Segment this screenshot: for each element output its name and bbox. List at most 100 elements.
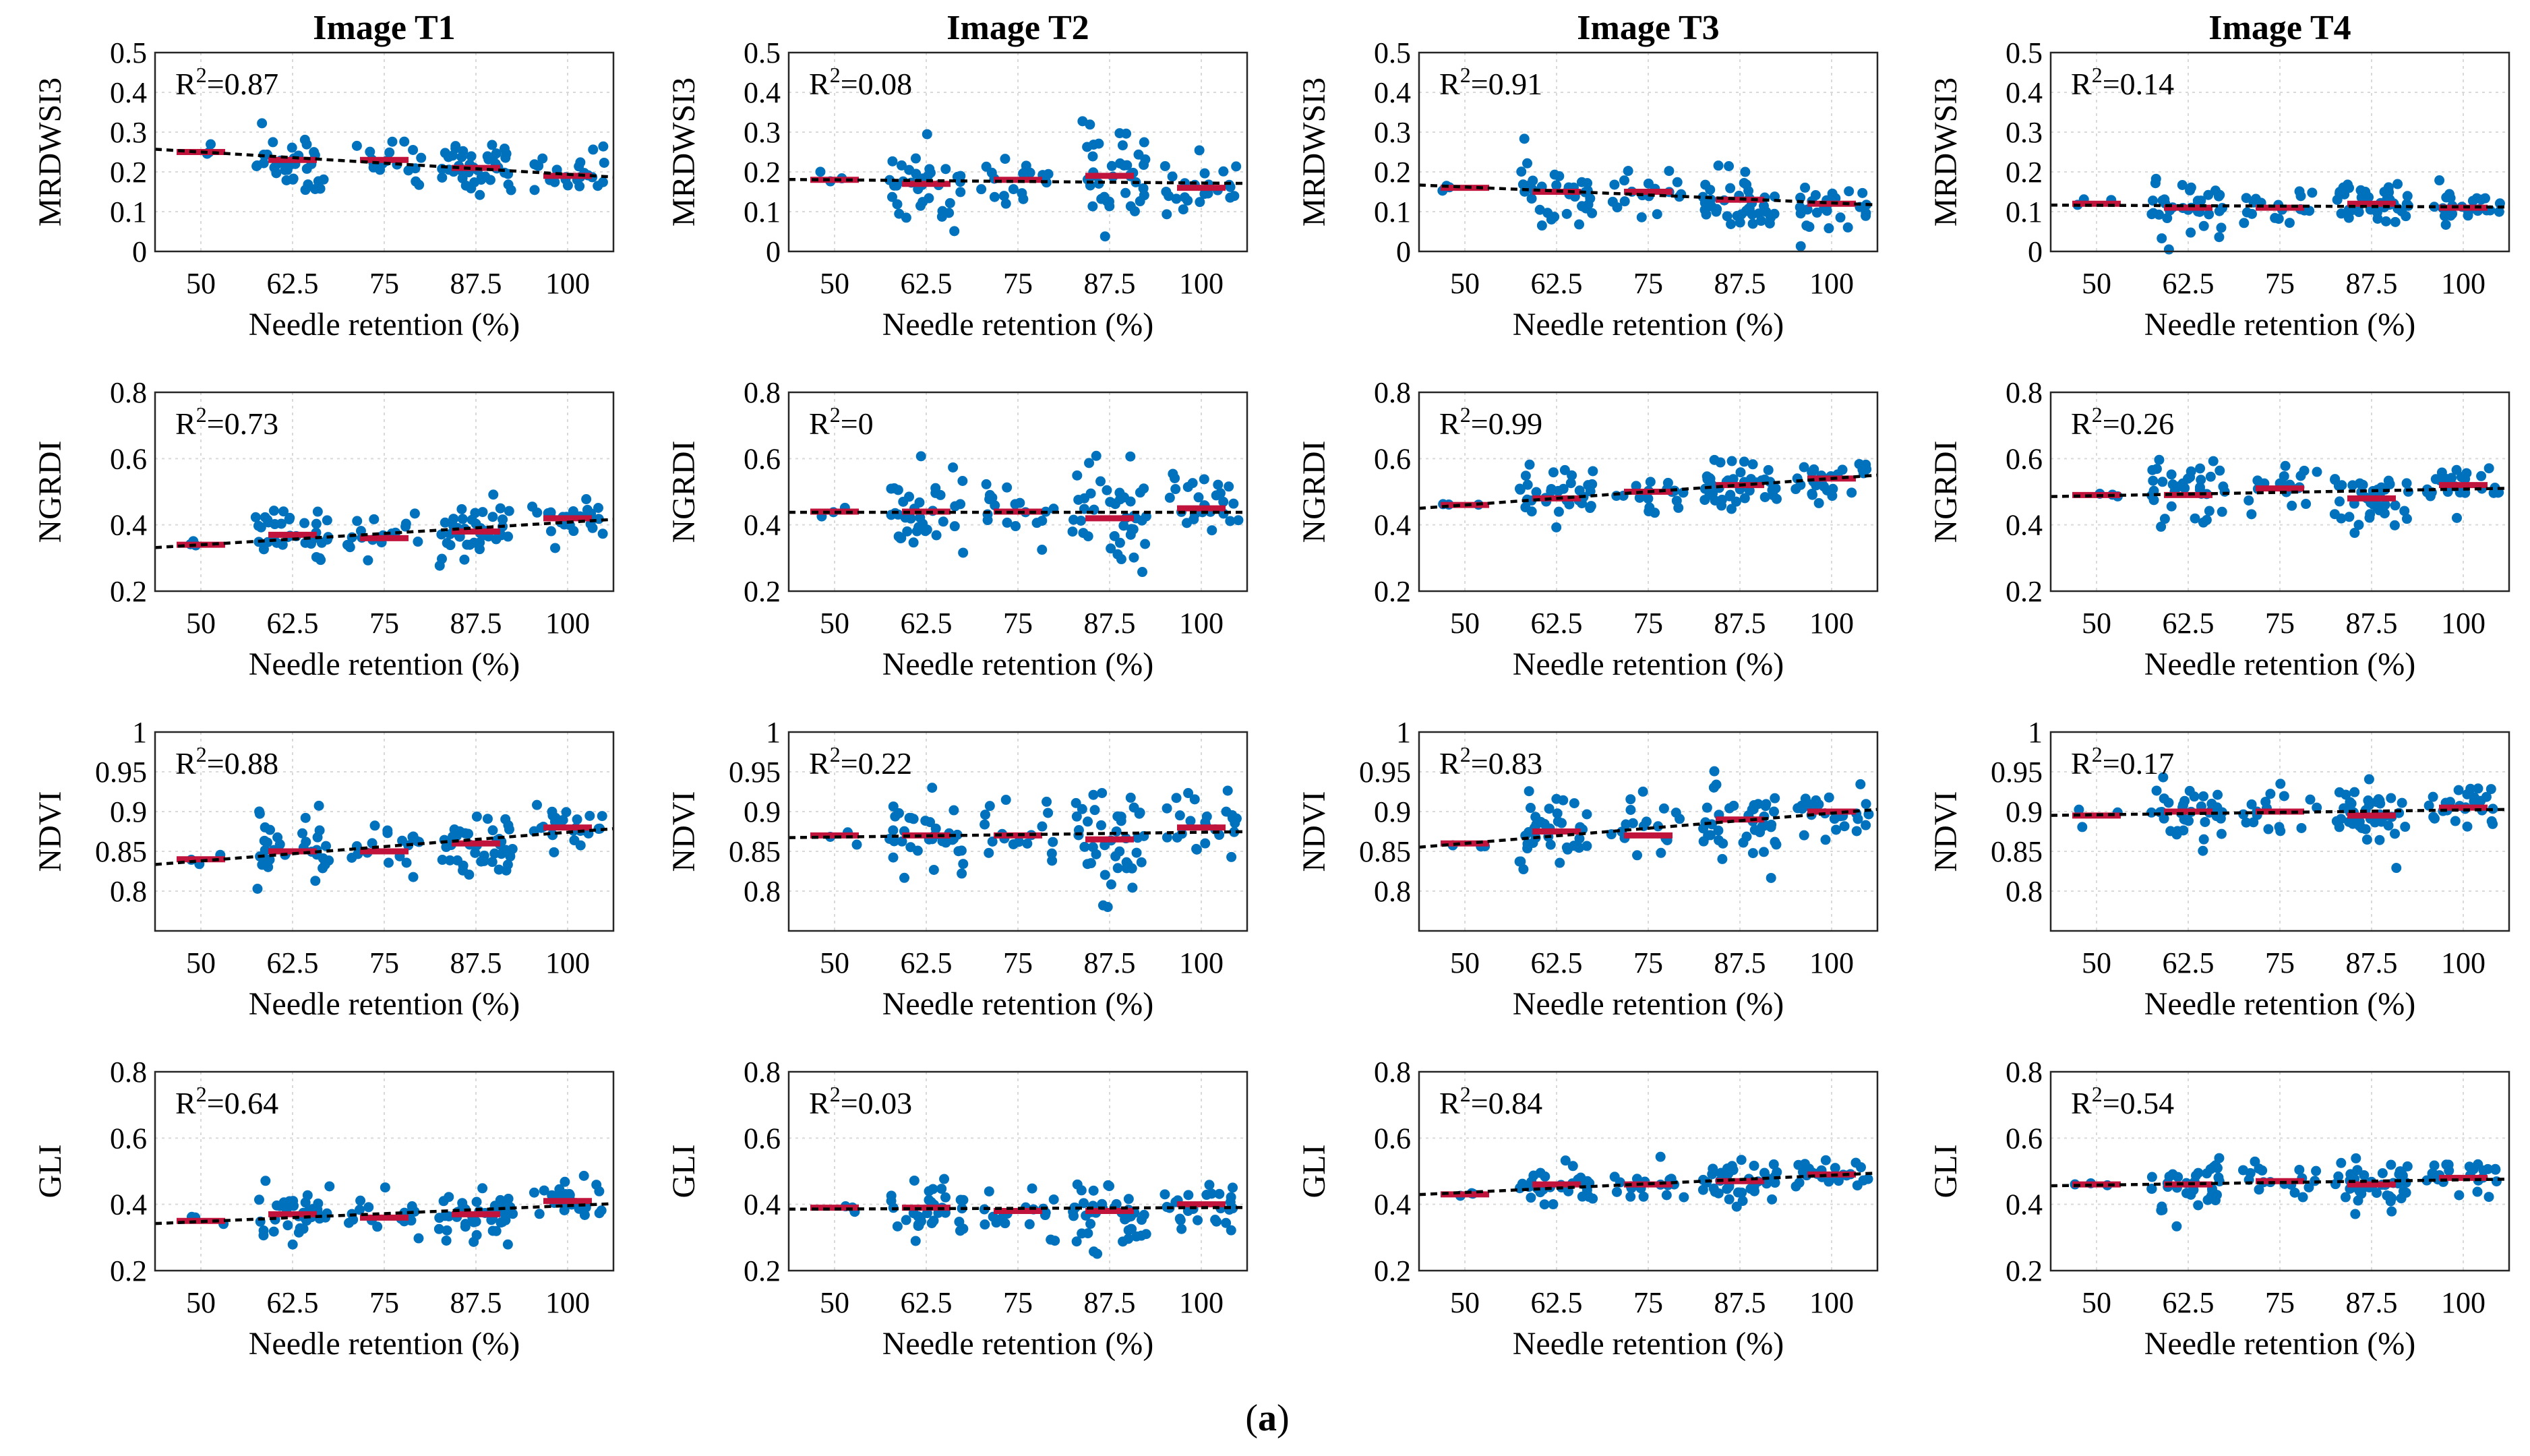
data-point	[1561, 842, 1572, 853]
plot-frame	[2049, 391, 2510, 593]
data-point	[2289, 1187, 2300, 1198]
data-point	[251, 160, 262, 171]
data-point	[562, 180, 573, 191]
data-point	[2297, 1192, 2308, 1203]
y-tick-label: 0.1	[110, 195, 147, 229]
data-point	[399, 136, 410, 147]
data-point	[1625, 794, 1636, 805]
y-tick-label: 1	[2028, 716, 2043, 749]
data-point	[1126, 1223, 1137, 1234]
data-point	[2396, 1166, 2407, 1177]
data-point	[1002, 482, 1013, 493]
data-point	[1131, 847, 1142, 858]
data-point	[2494, 206, 2504, 217]
data-point	[2158, 772, 2169, 783]
data-point	[487, 140, 498, 150]
r-squared-symbol: R	[175, 1086, 196, 1120]
data-point	[1842, 222, 1853, 233]
plot-frame	[1418, 391, 1879, 593]
data-point	[1047, 855, 1058, 866]
data-point	[363, 555, 373, 566]
x-tick-label: 87.5	[450, 1286, 502, 1319]
data-point	[2334, 496, 2345, 507]
data-point	[986, 167, 997, 178]
data-point	[471, 1196, 482, 1207]
data-point	[948, 462, 959, 473]
data-point	[1813, 497, 1824, 508]
data-point	[1724, 161, 1735, 172]
data-point	[2343, 212, 2354, 223]
data-point	[920, 526, 931, 537]
y-axis-label: NGRDI	[666, 441, 702, 543]
data-point	[1114, 846, 1125, 857]
x-tick-label: 62.5	[267, 946, 319, 979]
x-tick-label: 75	[1003, 946, 1033, 979]
x-tick-label: 50	[186, 607, 216, 640]
data-point	[2372, 1188, 2382, 1199]
x-tick-label: 100	[1179, 946, 1224, 979]
data-point	[1218, 166, 1229, 177]
x-tick-label: 87.5	[450, 946, 502, 979]
data-point	[1089, 805, 1100, 816]
data-point	[2360, 824, 2371, 835]
data-point	[2462, 821, 2473, 832]
data-point	[2356, 192, 2367, 203]
column-title: Image T3	[1577, 9, 1719, 47]
x-tick-label: 87.5	[1714, 946, 1766, 979]
data-point	[1567, 470, 1577, 481]
data-point	[459, 554, 470, 565]
trend-line	[154, 1202, 614, 1225]
data-point	[1560, 1155, 1571, 1166]
y-tick-label: 0.4	[1374, 509, 1411, 542]
data-point	[2363, 795, 2374, 806]
y-axis-label: NDVI	[32, 791, 68, 872]
data-point	[1758, 847, 1769, 857]
data-point	[441, 1235, 452, 1246]
data-point	[2473, 1159, 2483, 1170]
y-tick-label: 0.8	[110, 376, 147, 409]
data-point	[815, 166, 826, 177]
data-point	[1794, 1178, 1805, 1188]
data-point	[886, 191, 897, 202]
data-point	[987, 836, 998, 847]
data-point	[2386, 1206, 2397, 1217]
data-point	[2400, 822, 2411, 832]
data-point	[2254, 1184, 2264, 1195]
y-axis-label: MRDWSI3	[32, 78, 68, 226]
y-axis-label: GLI	[1296, 1145, 1332, 1199]
data-point	[1531, 819, 1542, 830]
y-tick-label: 0.4	[744, 76, 781, 109]
data-point	[1763, 464, 1774, 475]
y-tick-label: 0.4	[744, 509, 781, 542]
data-point	[2476, 194, 2487, 205]
data-point	[1726, 456, 1737, 466]
r-squared-superscript: 2	[196, 1082, 207, 1106]
trend-line	[1418, 183, 1878, 207]
data-point	[2164, 1171, 2175, 1182]
data-point	[1767, 1194, 1778, 1205]
data-point	[2450, 816, 2461, 826]
data-point	[276, 518, 287, 529]
data-point	[554, 1184, 565, 1194]
data-point	[1828, 483, 1838, 494]
y-tick-label: 0.8	[1374, 875, 1411, 908]
r-squared-label: R2=0.84	[1439, 1082, 1542, 1120]
data-point	[1795, 241, 1806, 251]
data-point	[2215, 465, 2225, 476]
data-point	[549, 847, 560, 857]
y-tick-label: 0	[2028, 235, 2043, 268]
data-point	[1772, 493, 1782, 504]
data-point	[464, 870, 475, 880]
data-point	[896, 160, 907, 171]
y-tick-label: 0.8	[744, 875, 781, 908]
data-point	[1174, 810, 1185, 821]
data-point	[1520, 502, 1531, 513]
data-point	[1811, 480, 1821, 491]
data-point	[1588, 466, 1598, 477]
data-point	[262, 837, 272, 848]
x-tick-label: 100	[1179, 607, 1224, 640]
data-point	[1652, 209, 1662, 220]
data-point	[1171, 793, 1182, 803]
r-squared-label: R2=0.17	[2071, 742, 2174, 781]
data-point	[939, 1174, 950, 1184]
